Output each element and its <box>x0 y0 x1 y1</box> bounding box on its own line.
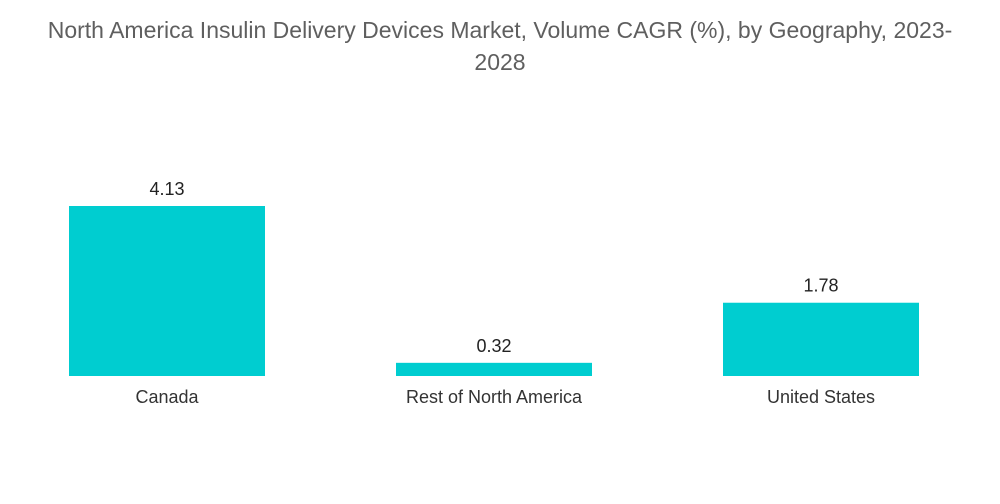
bar-united-states <box>723 302 919 376</box>
value-label-canada: 4.13 <box>149 179 184 199</box>
category-label-rest-of-north-america: Rest of North America <box>406 387 583 407</box>
value-labels-group: 4.13 0.32 1.78 <box>149 179 838 356</box>
category-label-united-states: United States <box>767 387 875 407</box>
value-label-united-states: 1.78 <box>803 276 838 296</box>
bars-group <box>69 206 919 376</box>
value-label-rest-of-north-america: 0.32 <box>476 336 511 356</box>
bar-rest-of-north-america <box>396 362 592 376</box>
chart-title: North America Insulin Delivery Devices M… <box>47 17 953 75</box>
bar-canada <box>69 206 265 376</box>
category-label-canada: Canada <box>135 387 199 407</box>
category-labels-group: Canada Rest of North America United States <box>135 387 875 407</box>
